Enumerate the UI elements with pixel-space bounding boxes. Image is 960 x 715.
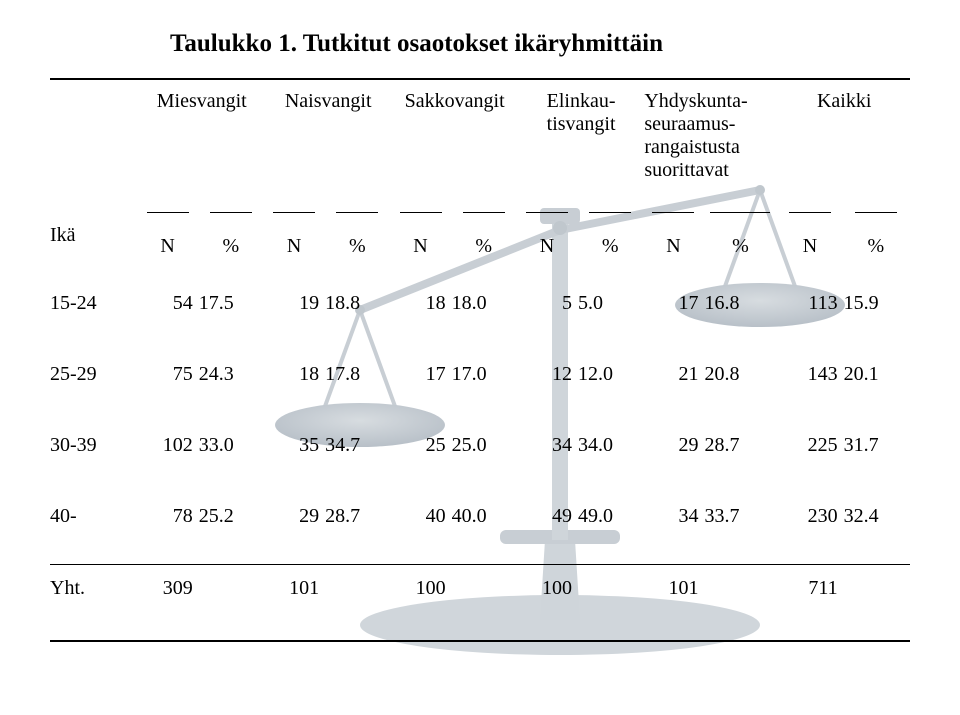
cell: [323, 565, 391, 641]
cell: 34: [518, 422, 576, 493]
sub-n: N: [160, 235, 174, 257]
table-row: 40- 7825.2 2928.7 4040.0 4949.0 3433.7 2…: [50, 493, 910, 564]
row-label: 25-29: [50, 351, 139, 422]
sub-n: N: [666, 235, 680, 257]
cell: [703, 565, 779, 641]
cell: 31.7: [842, 422, 910, 493]
cell: 5: [518, 280, 576, 351]
sub-n: N: [413, 235, 427, 257]
row-label: 15-24: [50, 280, 139, 351]
row-header-label: Ikä: [50, 212, 139, 280]
cell: 12.0: [576, 351, 644, 422]
col-yhdyskunta: Yhdyskunta- seuraamus- rangaistusta suor…: [644, 80, 778, 212]
cell: 15.9: [842, 280, 910, 351]
cell: 100: [518, 565, 576, 641]
cell: 17.0: [450, 351, 518, 422]
cell: 143: [778, 351, 841, 422]
cell: 24.3: [197, 351, 265, 422]
sub-pct: %: [475, 235, 492, 257]
cell: 16.8: [703, 280, 779, 351]
cell: 100: [391, 565, 449, 641]
cell: 40: [391, 493, 449, 564]
cell: 17: [644, 280, 702, 351]
col-naisvangit: Naisvangit: [265, 80, 391, 212]
cell: 25.0: [450, 422, 518, 493]
cell: [450, 565, 518, 641]
cell: 225: [778, 422, 841, 493]
sub-n: N: [803, 235, 817, 257]
col-miesvangit: Miesvangit: [139, 80, 265, 212]
cell: 34: [644, 493, 702, 564]
cell: 20.1: [842, 351, 910, 422]
cell: 34.7: [323, 422, 391, 493]
col-kaikki: Kaikki: [778, 80, 910, 212]
sub-n: N: [540, 235, 554, 257]
cell: 18: [391, 280, 449, 351]
cell: 32.4: [842, 493, 910, 564]
cell: 34.0: [576, 422, 644, 493]
sub-pct: %: [602, 235, 619, 257]
cell: 19: [265, 280, 323, 351]
cell: 102: [139, 422, 197, 493]
total-row: Yht. 309 101 100 100 101 711: [50, 565, 910, 641]
sub-header-row: Ikä N % N % N % N % N % N %: [50, 212, 910, 280]
cell: 29: [265, 493, 323, 564]
sub-pct: %: [732, 235, 749, 257]
cell: 25.2: [197, 493, 265, 564]
table-card: Taulukko 1. Tutkitut osaotokset ikäryhmi…: [0, 0, 960, 682]
row-label: 30-39: [50, 422, 139, 493]
col-sakkovangit: Sakkovangit: [391, 80, 517, 212]
sub-pct: %: [222, 235, 239, 257]
cell: 17.5: [197, 280, 265, 351]
cell: 25: [391, 422, 449, 493]
cell: 17: [391, 351, 449, 422]
cell: [842, 565, 910, 641]
sub-pct: %: [867, 235, 884, 257]
cell: 33.0: [197, 422, 265, 493]
cell: 54: [139, 280, 197, 351]
cell: 17.8: [323, 351, 391, 422]
cell: 711: [778, 565, 841, 641]
cell: 29: [644, 422, 702, 493]
cell: 5.0: [576, 280, 644, 351]
data-table: Miesvangit Naisvangit Sakkovangit Elinka…: [50, 78, 910, 642]
cell: 18.0: [450, 280, 518, 351]
cell: 18: [265, 351, 323, 422]
cell: 49.0: [576, 493, 644, 564]
cell: 101: [644, 565, 702, 641]
cell: 28.7: [323, 493, 391, 564]
cell: 113: [778, 280, 841, 351]
cell: 20.8: [703, 351, 779, 422]
cell: [197, 565, 265, 641]
cell: [576, 565, 644, 641]
cell: 230: [778, 493, 841, 564]
row-label: Yht.: [50, 565, 139, 641]
sub-n: N: [287, 235, 301, 257]
cell: 33.7: [703, 493, 779, 564]
cell: 28.7: [703, 422, 779, 493]
cell: 40.0: [450, 493, 518, 564]
table-row: 30-39 10233.0 3534.7 2525.0 3434.0 2928.…: [50, 422, 910, 493]
cell: 75: [139, 351, 197, 422]
cell: 101: [265, 565, 323, 641]
column-header-row: Miesvangit Naisvangit Sakkovangit Elinka…: [50, 80, 910, 212]
row-label: 40-: [50, 493, 139, 564]
cell: 12: [518, 351, 576, 422]
table-row: 25-29 7524.3 1817.8 1717.0 1212.0 2120.8…: [50, 351, 910, 422]
cell: 309: [139, 565, 197, 641]
cell: 21: [644, 351, 702, 422]
cell: 78: [139, 493, 197, 564]
table-row: 15-24 5417.5 1918.8 1818.0 55.0 1716.8 1…: [50, 280, 910, 351]
cell: 35: [265, 422, 323, 493]
cell: 49: [518, 493, 576, 564]
cell: 18.8: [323, 280, 391, 351]
table-title: Taulukko 1. Tutkitut osaotokset ikäryhmi…: [170, 30, 910, 58]
sub-pct: %: [349, 235, 366, 257]
col-elinkautis: Elinkau- tisvangit: [518, 80, 644, 212]
